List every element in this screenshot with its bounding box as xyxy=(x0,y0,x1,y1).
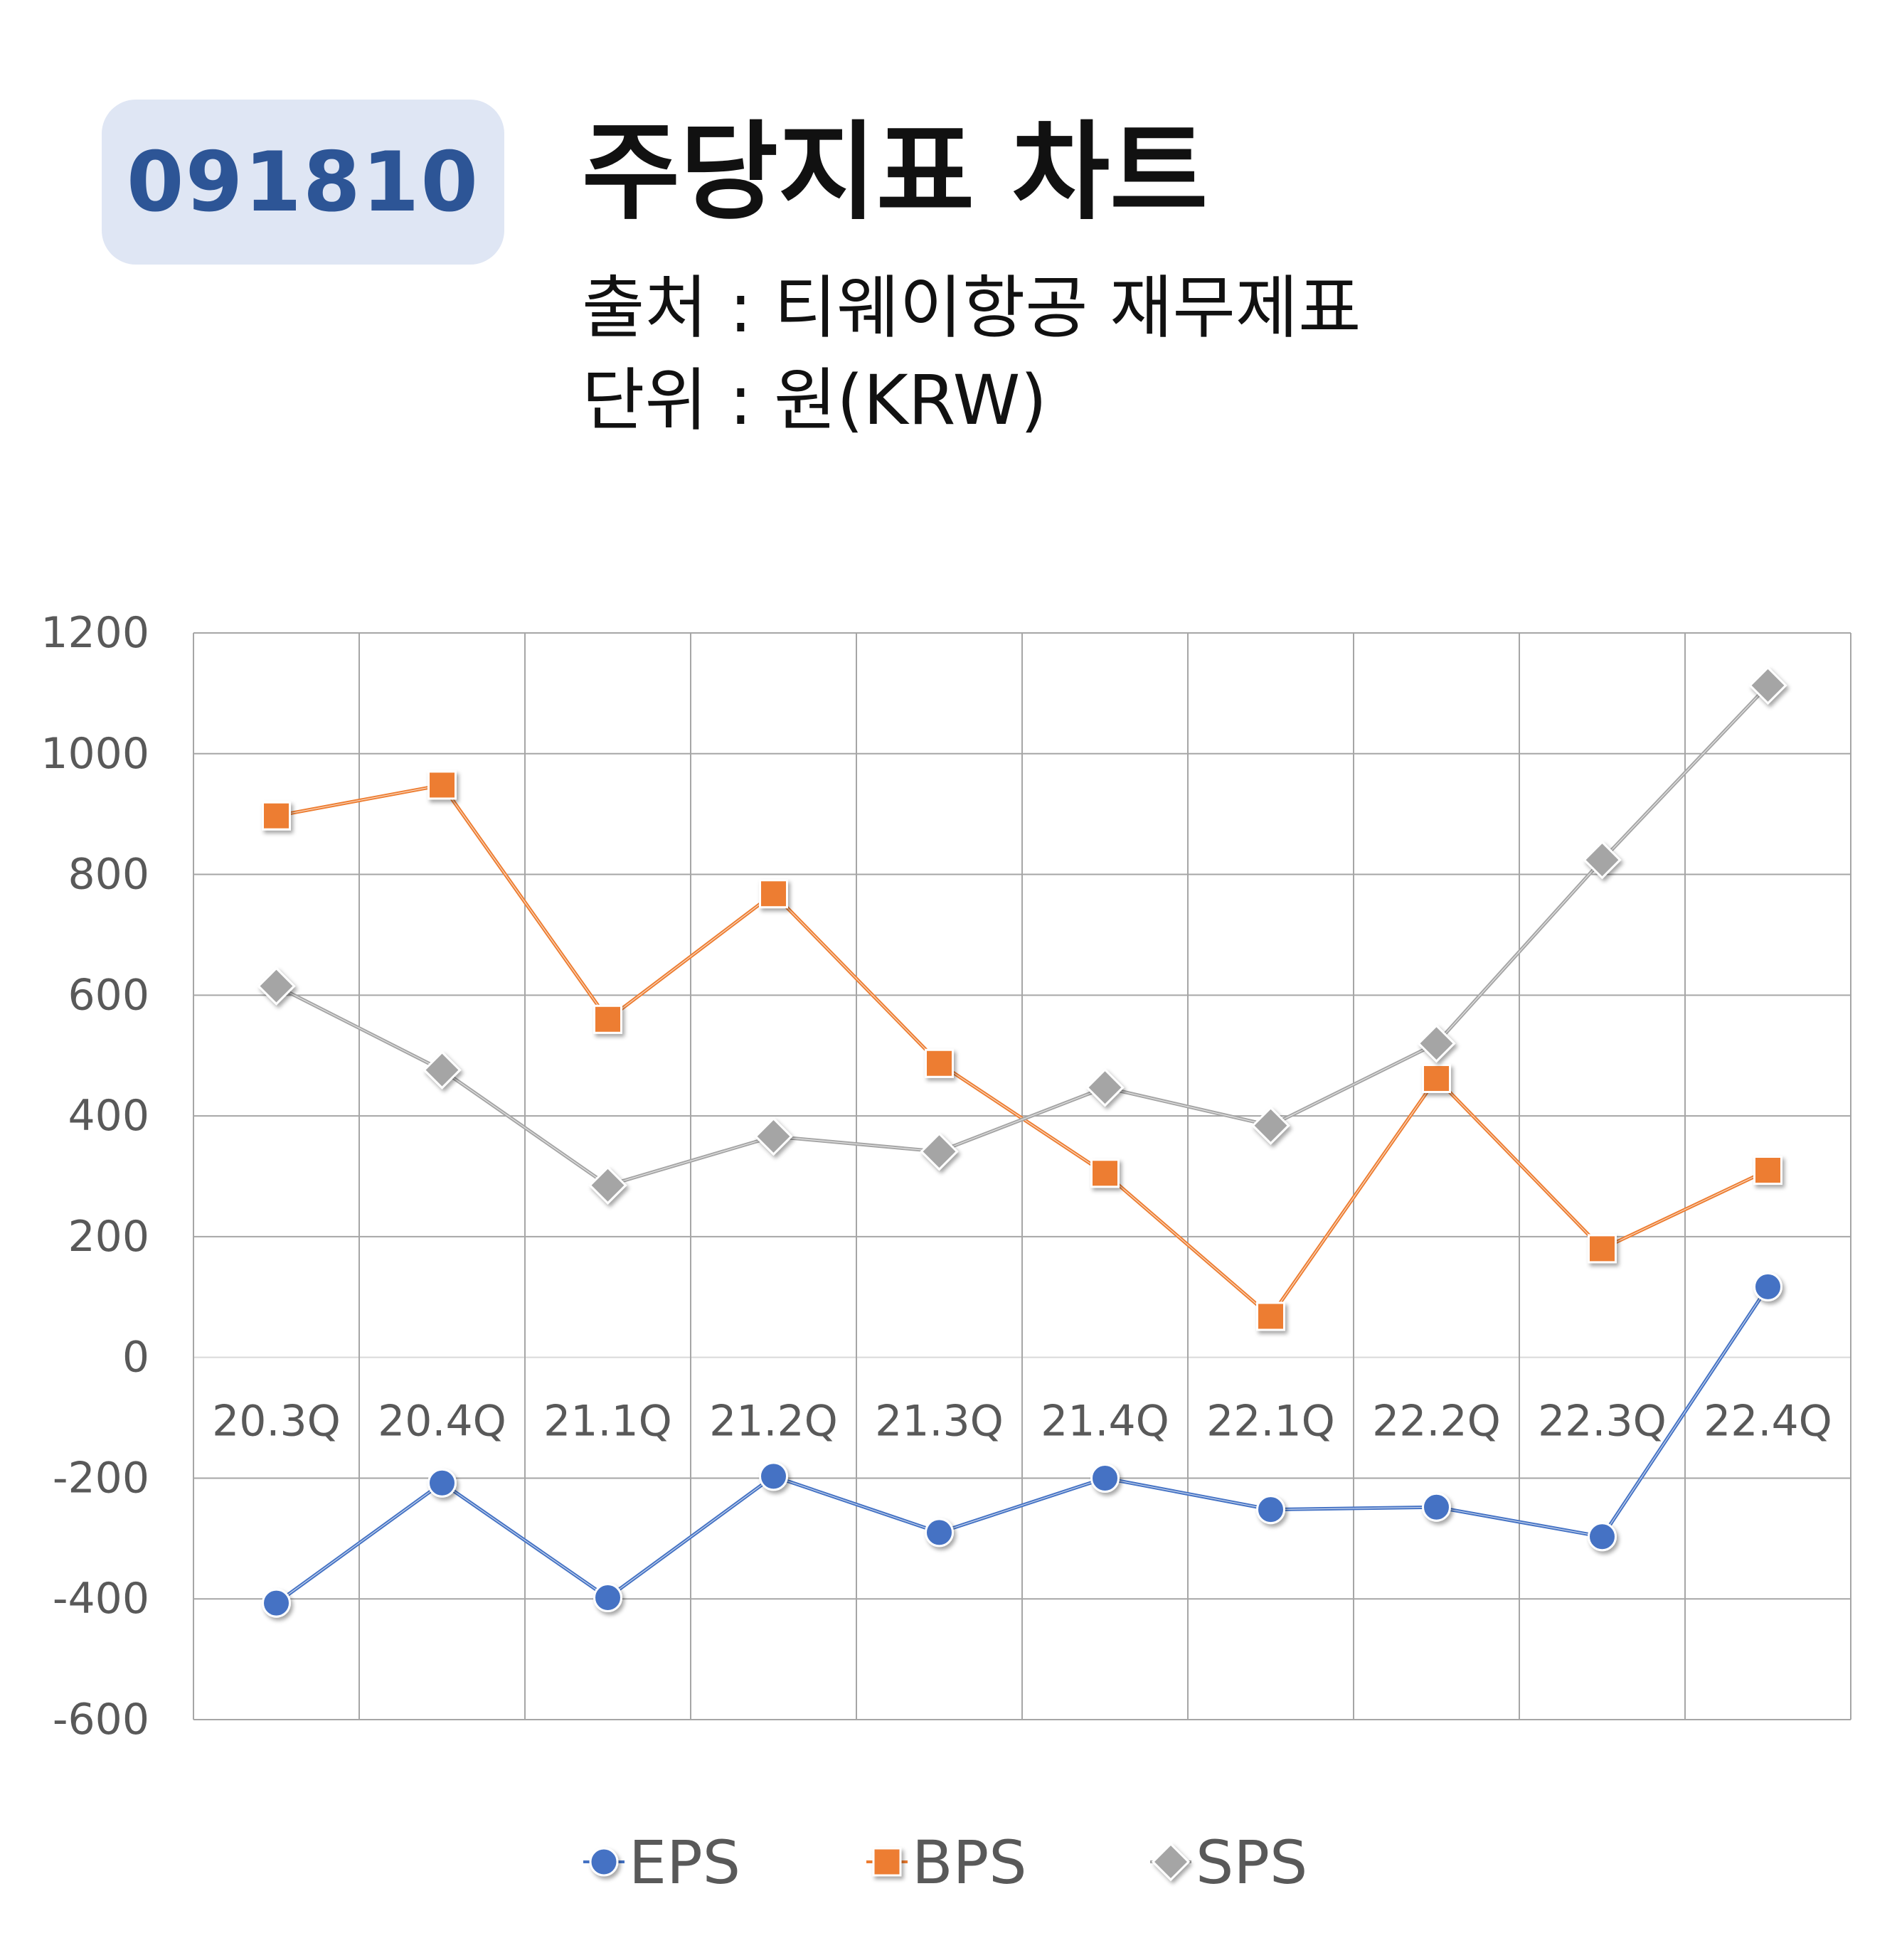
x-tick-label: 21.2Q xyxy=(709,1397,838,1447)
bps-legend-label: BPS xyxy=(912,1828,1027,1897)
bps-point xyxy=(1588,1234,1617,1264)
y-axis-ticks: 1200 1000 800 600 400 200 0 -200 -400 -600 xyxy=(41,608,149,1745)
source-label: 출처 : 티웨이항공 재무제표 xyxy=(582,268,1361,348)
bps-point xyxy=(1753,1156,1782,1186)
sps-point xyxy=(754,1117,793,1156)
stock-code: 091810 xyxy=(126,134,480,230)
eps-point xyxy=(593,1583,622,1613)
sps-legend-marker xyxy=(1151,1842,1191,1882)
stock-code-badge: 091810 xyxy=(102,100,504,265)
y-tick-label: 800 xyxy=(68,850,149,900)
x-tick-label: 20.4Q xyxy=(378,1397,506,1447)
eps-point xyxy=(1588,1522,1617,1552)
bps-point xyxy=(427,770,457,800)
sps-point xyxy=(920,1132,959,1171)
y-tick-label: 0 xyxy=(122,1333,149,1383)
bps-point xyxy=(1422,1063,1451,1093)
y-tick-label: -200 xyxy=(53,1453,149,1503)
sps-point xyxy=(588,1166,627,1205)
x-tick-label: 21.4Q xyxy=(1041,1397,1169,1447)
sps-point xyxy=(1748,666,1787,705)
sps-series xyxy=(257,666,1787,1205)
bps-legend-marker xyxy=(872,1847,902,1877)
x-tick-label: 21.3Q xyxy=(875,1397,1004,1447)
bps-point xyxy=(925,1048,954,1078)
eps-legend-marker xyxy=(589,1847,619,1877)
y-tick-label: -600 xyxy=(53,1695,149,1745)
eps-point xyxy=(759,1461,788,1491)
eps-point xyxy=(262,1588,291,1618)
eps-legend-label: EPS xyxy=(629,1828,740,1897)
eps-point xyxy=(1422,1492,1451,1522)
sps-point xyxy=(1583,841,1622,880)
eps-point xyxy=(925,1518,954,1548)
series-layer xyxy=(257,666,1787,1618)
bps-point xyxy=(759,879,788,909)
eps-point xyxy=(427,1468,457,1498)
x-tick-label: 21.1Q xyxy=(543,1397,672,1447)
x-tick-label: 20.3Q xyxy=(212,1397,341,1447)
sps-point xyxy=(423,1050,462,1090)
eps-point xyxy=(1256,1495,1285,1525)
bps-point xyxy=(593,1004,622,1034)
y-tick-label: 400 xyxy=(68,1091,149,1141)
x-axis-ticks: 20.3Q 20.4Q 21.1Q 21.2Q 21.3Q 21.4Q 22.1Q 22.2Q… xyxy=(212,1397,1832,1447)
x-tick-label: 22.1Q xyxy=(1206,1397,1335,1447)
sps-legend-label: SPS xyxy=(1196,1828,1307,1897)
y-tick-label: 600 xyxy=(68,970,149,1020)
y-tick-label: 200 xyxy=(68,1212,149,1262)
unit-label: 단위 : 원(KRW) xyxy=(582,361,1047,440)
legend: EPS BPS SPS xyxy=(583,1828,1307,1897)
eps-line-highlight xyxy=(276,1287,1769,1604)
x-tick-label: 22.4Q xyxy=(1704,1397,1832,1447)
sps-point xyxy=(1417,1024,1456,1063)
bps-point xyxy=(262,801,291,831)
eps-series xyxy=(262,1272,1782,1618)
eps-point xyxy=(1090,1463,1120,1493)
bps-point xyxy=(1256,1301,1285,1331)
x-tick-label: 22.2Q xyxy=(1372,1397,1501,1447)
y-tick-label: 1000 xyxy=(41,729,149,779)
y-tick-label: 1200 xyxy=(41,608,149,658)
x-tick-label: 22.3Q xyxy=(1538,1397,1667,1447)
y-tick-label: -400 xyxy=(53,1574,149,1624)
sps-line-highlight xyxy=(276,685,1768,1186)
eps-point xyxy=(1753,1272,1782,1301)
chart-title: 주당지표 차트 xyxy=(582,111,1208,235)
sps-point xyxy=(1251,1106,1290,1145)
sps-point xyxy=(257,966,296,1006)
bps-point xyxy=(1090,1159,1120,1188)
sps-point xyxy=(1085,1068,1125,1107)
